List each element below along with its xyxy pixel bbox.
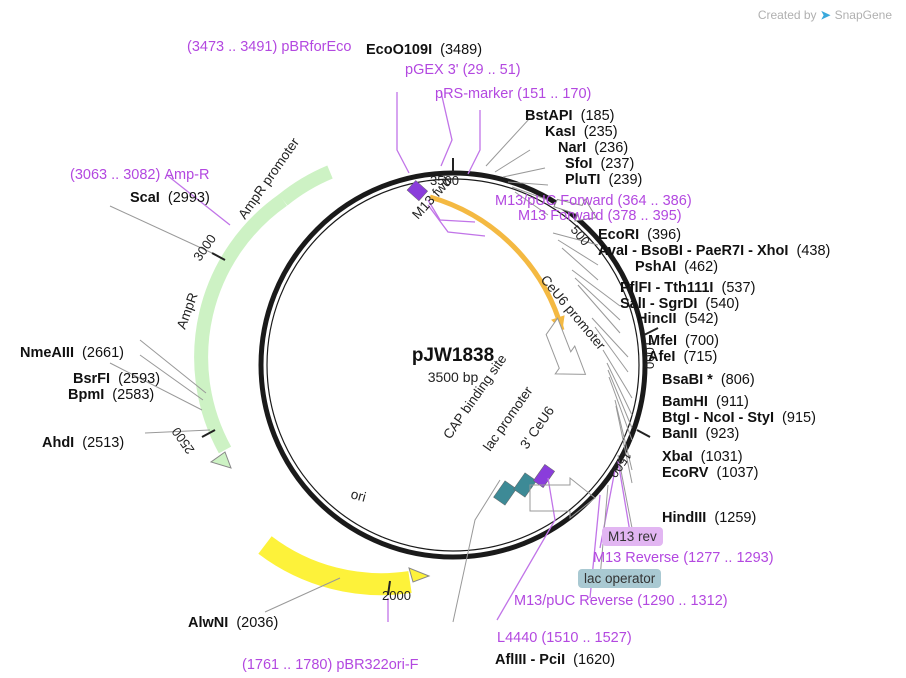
label-BamHI[interactable]: BamHI (911) (662, 394, 749, 410)
label-BsrFI[interactable]: BsrFI (2593) (73, 371, 160, 387)
feature-label-3-ceu6: 3' CeU6 (517, 404, 557, 452)
label-AvaI[interactable]: AvaI - BsoBI - PaeR7I - XhoI (438) (598, 243, 830, 259)
tick-label-2000: 2000 (382, 588, 411, 603)
plasmid-name: pJW1838 (412, 345, 494, 367)
label-m13rev-pill[interactable]: M13 rev (602, 529, 663, 545)
label-PflFI[interactable]: PflFI - Tth111I (537) (620, 280, 755, 296)
label-AhdI[interactable]: AhdI (2513) (42, 435, 124, 451)
label-XbaI[interactable]: XbaI (1031) (662, 449, 743, 465)
label-pBRforEco[interactable]: (3473 .. 3491) pBRforEco (187, 39, 351, 55)
label-AfeI[interactable]: AfeI (715) (648, 349, 717, 365)
label-lacoperator-pill[interactable]: lac operator (578, 571, 661, 587)
label-PshAI[interactable]: PshAI (462) (635, 259, 718, 275)
tick-label-3000: 3000 (190, 231, 219, 263)
label-ScaI[interactable]: ScaI (2993) (130, 190, 210, 206)
label-MfeI[interactable]: MfeI (700) (648, 333, 719, 349)
label-EcoO109I[interactable]: EcoO109I (3489) (366, 42, 482, 58)
label-AflIII-PciI[interactable]: AflIII - PciI (1620) (495, 652, 615, 668)
feature-label-ori: ori (349, 486, 367, 504)
label-m13pucForward[interactable]: M13/pUC Forward (364 .. 386) (495, 193, 692, 209)
label-BstAPI[interactable]: BstAPI (185) (525, 108, 614, 124)
plasmid-title: pJW1838 3500 bp (412, 345, 494, 385)
feature-label-ceu6-promoter: CeU6 promoter (538, 272, 609, 353)
label-SalI[interactable]: SalI - SgrDI (540) (620, 296, 739, 312)
label-m13pucreverse[interactable]: M13/pUC Reverse (1290 .. 1312) (514, 593, 728, 609)
label-NarI[interactable]: NarI (236) (558, 140, 628, 156)
label-BsaBI[interactable]: BsaBI * (806) (662, 372, 755, 388)
label-l4440[interactable]: L4440 (1510 .. 1527) (497, 630, 632, 646)
label-HindIII[interactable]: HindIII (1259) (662, 510, 756, 526)
label-BpmI[interactable]: BpmI (2583) (68, 387, 154, 403)
label-EcoRV[interactable]: EcoRV (1037) (662, 465, 758, 481)
plasmid-size: 3500 bp (412, 369, 494, 385)
label-ampr[interactable]: (3063 .. 3082) Amp-R (70, 167, 209, 183)
label-SfoI[interactable]: SfoI (237) (565, 156, 634, 172)
label-m13Forward[interactable]: M13 Forward (378 .. 395) (518, 208, 682, 224)
label-pRSmarker[interactable]: pRS-marker (151 .. 170) (435, 86, 591, 102)
feature-label-ampR: AmpR (174, 290, 201, 331)
label-m13reverse[interactable]: M13 Reverse (1277 .. 1293) (593, 550, 774, 566)
feature-label-ampR-promoter: AmpR promoter (235, 135, 302, 222)
label-BanII[interactable]: BanII (923) (662, 426, 739, 442)
label-NmeAIII[interactable]: NmeAIII (2661) (20, 345, 124, 361)
label-HincII[interactable]: HincII (542) (637, 311, 718, 327)
label-AlwNI[interactable]: AlwNI (2036) (188, 615, 278, 631)
plasmid-map-diagram: Created by ➤ SnapGene (0, 0, 906, 678)
label-EcoRI[interactable]: EcoRI (396) (598, 227, 681, 243)
label-BtgI[interactable]: BtgI - NcoI - StyI (915) (662, 410, 816, 426)
label-pGEX3[interactable]: pGEX 3' (29 .. 51) (405, 62, 521, 78)
tick-label-1500: 1500 (606, 448, 635, 480)
label-KasI[interactable]: KasI (235) (545, 124, 618, 140)
label-PluTI[interactable]: PluTI (239) (565, 172, 642, 188)
tick-label-2500: 2500 (169, 425, 198, 457)
tick-label-500: 500 (568, 222, 593, 248)
label-pbr322orif[interactable]: (1761 .. 1780) pBR322ori-F (242, 657, 419, 673)
